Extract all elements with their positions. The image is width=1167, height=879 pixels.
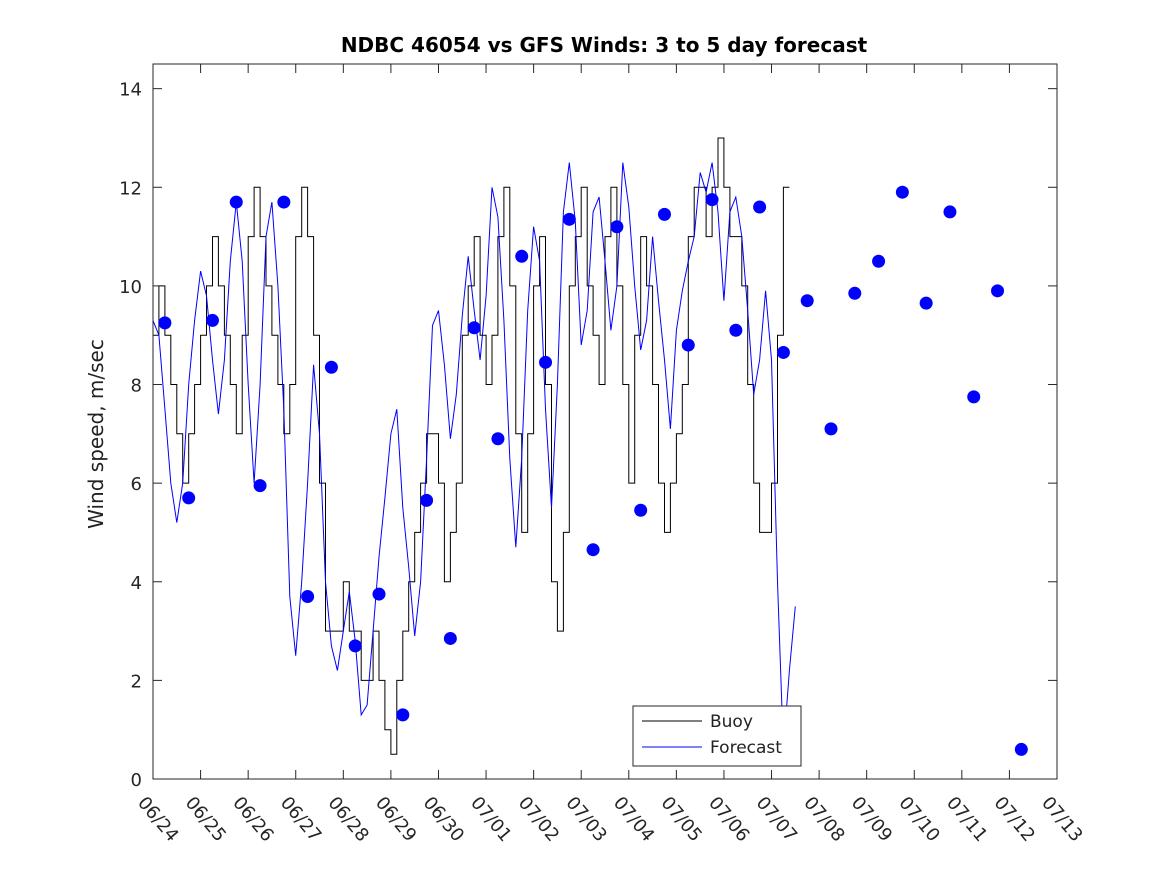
daily-marker-point — [158, 316, 172, 330]
y-tick-label: 12 — [119, 178, 142, 199]
legend: Buoy Forecast — [632, 705, 802, 767]
daily-marker-point — [943, 205, 957, 219]
forecast-line — [152, 162, 796, 750]
daily-marker-point — [610, 220, 624, 234]
daily-marker-point — [324, 360, 338, 374]
y-axis-label: Wind speed, m/sec — [84, 339, 108, 529]
daily-marker-point — [301, 590, 315, 604]
daily-marker-point — [634, 503, 648, 517]
y-tick-label: 14 — [119, 80, 142, 101]
daily-marker-point — [776, 345, 790, 359]
legend-label-buoy: Buoy — [710, 712, 753, 732]
daily-marker-point — [467, 321, 481, 335]
y-tick-label: 8 — [131, 376, 142, 397]
daily-marker-point — [562, 212, 576, 226]
daily-marker-point — [753, 200, 767, 214]
daily-marker-point — [229, 195, 243, 209]
daily-marker-point — [372, 587, 386, 601]
daily-marker-point — [657, 207, 671, 221]
daily-marker-point — [443, 631, 457, 645]
daily-marker-point — [681, 338, 695, 352]
y-tick-label: 4 — [131, 573, 142, 594]
daily-marker-point — [539, 355, 553, 369]
daily-marker-point — [872, 254, 886, 268]
plot-background — [153, 64, 1057, 779]
y-tick-label: 6 — [131, 474, 142, 495]
daily-marker-point — [705, 193, 719, 207]
daily-marker-point — [396, 708, 410, 722]
daily-marker-point — [1014, 742, 1028, 756]
daily-marker-point — [253, 479, 267, 493]
axes-frame — [152, 63, 1058, 780]
daily-marker-point — [800, 294, 814, 308]
daily-marker-point — [991, 284, 1005, 298]
y-tick-label: 0 — [131, 770, 142, 791]
daily-marker-point — [420, 493, 434, 507]
legend-box — [632, 705, 802, 767]
daily-marker-point — [967, 390, 981, 404]
daily-marker-point — [515, 249, 529, 263]
daily-marker-point — [586, 543, 600, 557]
daily-marker-point — [848, 286, 862, 300]
daily-marker-point — [919, 296, 933, 310]
daily-marker-point — [348, 639, 362, 653]
y-tick-label: 10 — [119, 277, 142, 298]
daily-marker-point — [491, 432, 505, 446]
daily-marker-point — [277, 195, 291, 209]
legend-label-forecast: Forecast — [710, 738, 782, 758]
daily-marker-point — [895, 185, 909, 199]
daily-marker-point — [182, 491, 196, 505]
daily-marker-point — [729, 323, 743, 337]
chart-title: NDBC 46054 vs GFS Winds: 3 to 5 day fore… — [341, 33, 868, 57]
daily-marker-point — [824, 422, 838, 436]
plot-area — [152, 64, 1057, 779]
daily-marker-point — [205, 313, 219, 327]
y-tick-label: 2 — [131, 671, 142, 692]
buoy-line — [153, 137, 790, 755]
